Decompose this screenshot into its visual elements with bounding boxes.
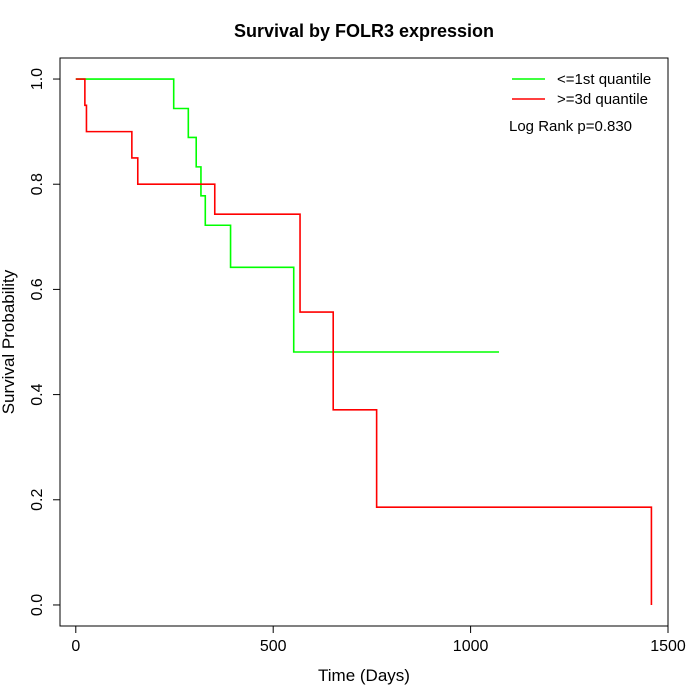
series-line-2 bbox=[75, 78, 653, 605]
x-tick-label: 1500 bbox=[650, 638, 686, 655]
series-line-1 bbox=[75, 78, 500, 353]
x-tick-label: 0 bbox=[71, 638, 80, 655]
y-tick-label: 1.0 bbox=[29, 68, 46, 90]
x-tick-label: 500 bbox=[260, 638, 287, 655]
y-tick-label: 0.4 bbox=[29, 383, 46, 405]
axes: 0 500 1000 1500 0.0 0.2 0.4 0.6 0.8 1.0 bbox=[29, 68, 686, 655]
chart-title: Survival by FOLR3 expression bbox=[234, 21, 494, 41]
legend-label-2: >=3d quantile bbox=[557, 91, 648, 108]
y-tick-label: 0.6 bbox=[29, 278, 46, 300]
log-rank-annotation: Log Rank p=0.830 bbox=[509, 118, 632, 135]
y-tick-label: 0.8 bbox=[29, 173, 46, 195]
x-tick-label: 1000 bbox=[453, 638, 489, 655]
y-axis-label: Survival Probability bbox=[0, 269, 18, 414]
x-axis-label: Time (Days) bbox=[318, 666, 410, 685]
legend: <=1st quantile >=3d quantile bbox=[512, 71, 651, 108]
series-layer bbox=[75, 78, 653, 605]
plot-area-border bbox=[59, 57, 669, 627]
y-tick-label: 0.0 bbox=[29, 594, 46, 616]
y-tick-label: 0.2 bbox=[29, 489, 46, 511]
legend-label-1: <=1st quantile bbox=[557, 71, 651, 88]
